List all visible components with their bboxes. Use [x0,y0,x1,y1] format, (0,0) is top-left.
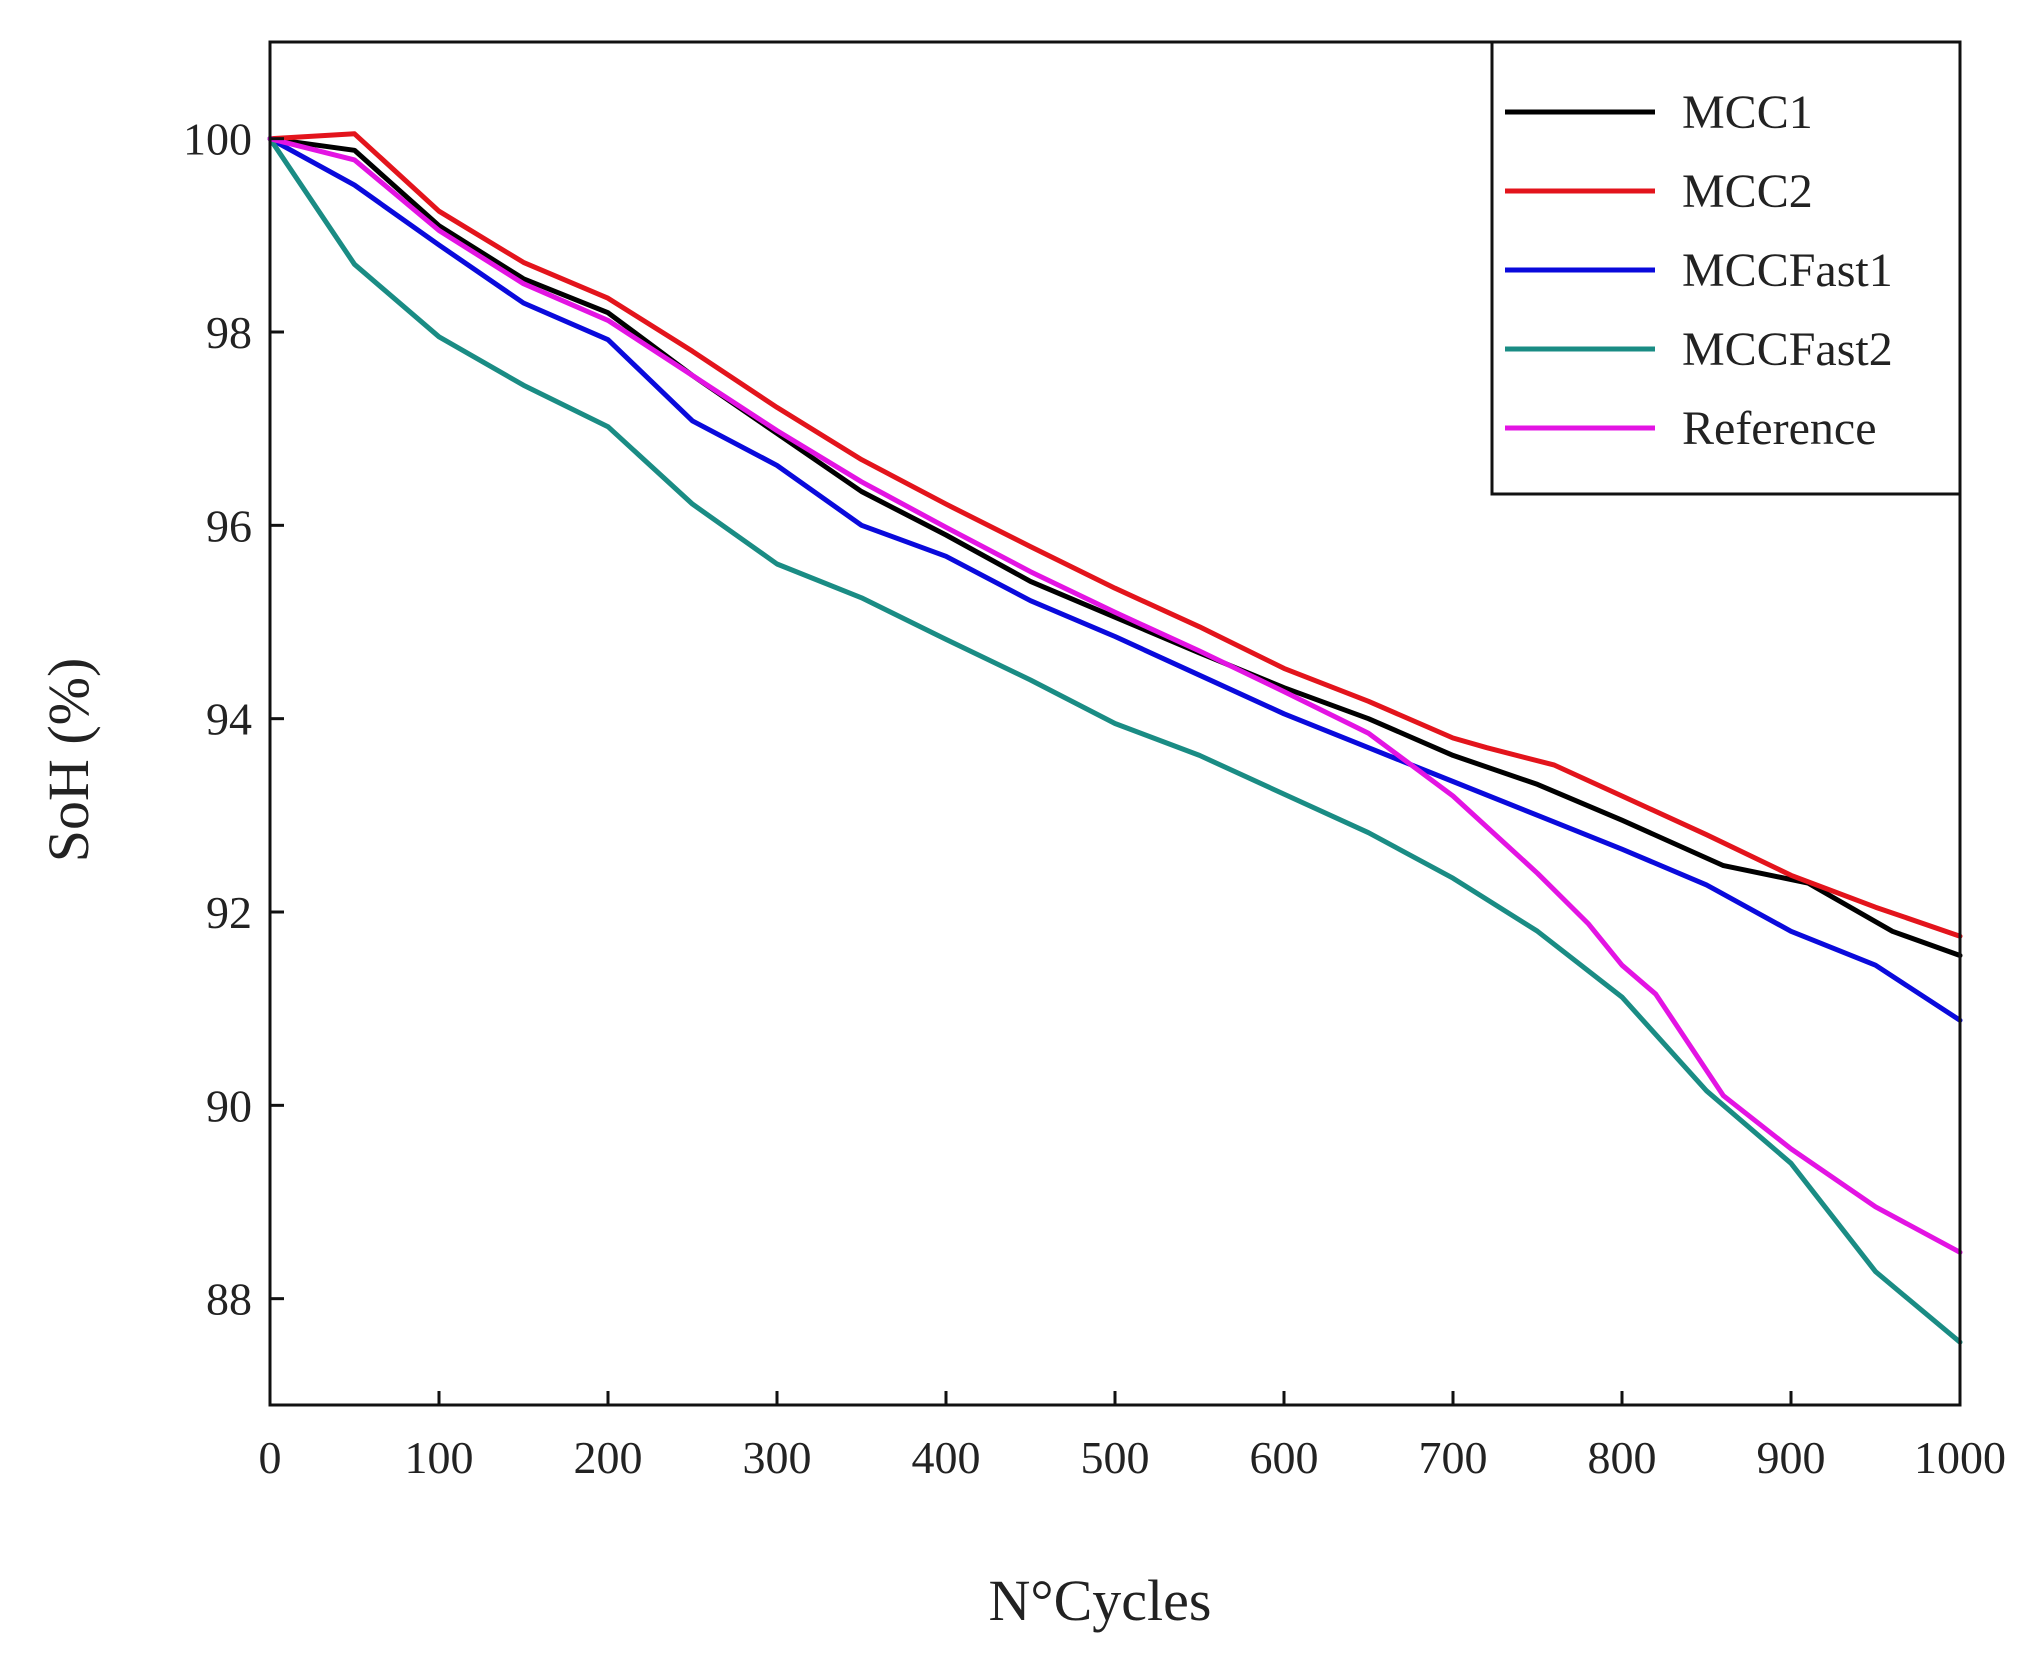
y-tick-label: 96 [206,500,252,551]
legend-label-mcc2: MCC2 [1682,165,1813,218]
x-tick-label: 1000 [1914,1432,2006,1483]
legend-label-mcc1: MCC1 [1682,86,1813,139]
legend-label-reference: Reference [1682,402,1877,455]
x-tick-label: 400 [912,1432,981,1483]
x-tick-label: 200 [574,1432,643,1483]
series-layer [267,131,1963,1345]
x-tick-label: 800 [1588,1432,1657,1483]
x-tick-label: 900 [1757,1432,1826,1483]
series-line-mcc2 [267,131,1963,939]
x-tick-label: 0 [259,1432,282,1483]
x-axis-title: N°Cycles [989,1568,1212,1633]
series-line-reference [267,136,1963,1255]
legend-label-mccfast2: MCCFast2 [1682,323,1893,376]
y-tick-label: 94 [206,694,252,745]
legend: MCC1 MCC2 MCCFast1 MCCFast2 Reference [1490,40,1962,496]
series-line-mcc1 [267,136,1963,958]
series-line-mccfast1 [267,136,1963,1023]
y-axis-title: SoH (%) [36,658,101,863]
x-tick-label: 600 [1250,1432,1319,1483]
y-tick-label: 98 [206,307,252,358]
series-line-mccfast2 [267,136,1963,1345]
x-tick-label: 700 [1419,1432,1488,1483]
x-tick-label: 500 [1081,1432,1150,1483]
y-tick-label: 100 [183,114,252,165]
x-tick-label: 300 [743,1432,812,1483]
legend-label-mccfast1: MCCFast1 [1682,244,1893,297]
y-tick-label: 92 [206,887,252,938]
y-tick-label: 88 [206,1274,252,1325]
ticks-layer: 0 100 200 300 400 500 600 700 800 900 1000 88 90 92 94… [183,114,2006,1483]
y-tick-label: 90 [206,1080,252,1131]
x-tick-label: 100 [405,1432,474,1483]
